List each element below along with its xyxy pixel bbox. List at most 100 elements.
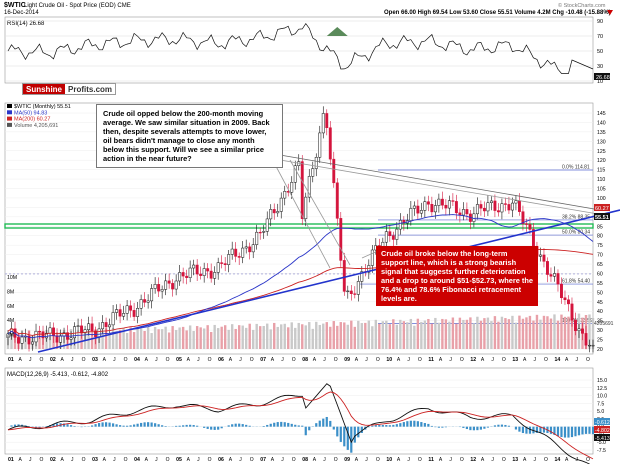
candle-body: [440, 198, 444, 206]
macd-hist-bar: [10, 425, 13, 427]
macd-hist-bar: [308, 426, 311, 431]
macd-hist-bar: [234, 423, 237, 427]
volume-bar: [556, 320, 560, 349]
month-label: O: [40, 357, 44, 363]
month-label: O: [124, 357, 128, 363]
volume-bar: [146, 326, 150, 349]
month-label: A: [439, 457, 443, 463]
volume-bar: [164, 326, 167, 349]
volume-tick-label: 8M: [7, 289, 14, 295]
volume-bar: [416, 318, 420, 349]
volume-bar: [518, 315, 521, 349]
month-label: A: [103, 357, 107, 363]
candle-body: [230, 248, 234, 255]
month-label: A: [481, 357, 485, 363]
candle-body: [581, 328, 584, 334]
candle-body: [391, 235, 395, 240]
candle-body: [122, 313, 126, 317]
month-label: J: [533, 357, 536, 363]
month-label: J: [239, 457, 242, 463]
month-label: O: [376, 457, 380, 463]
candle-body: [493, 200, 497, 211]
ma200-badge-bg: [594, 204, 610, 211]
volume-bar: [423, 320, 427, 349]
candle-body: [160, 289, 164, 292]
volume-bar: [437, 322, 441, 349]
month-label: O: [250, 457, 254, 463]
symbol-title: $WTIC: [4, 2, 26, 9]
volume-bar: [287, 327, 290, 349]
volume-bar: [252, 329, 255, 349]
volume-bar: [465, 319, 469, 349]
volume-bar: [553, 314, 556, 349]
year-label: 13: [512, 357, 518, 363]
year-label: 06: [218, 357, 224, 363]
volume-bar: [458, 317, 462, 349]
volume-bar: [192, 330, 195, 349]
macd-hist-bar: [304, 426, 307, 436]
macd-hist-bar: [245, 424, 248, 427]
volume-bar: [392, 319, 395, 349]
price-tick-label: 65: [597, 262, 603, 268]
candle-body: [360, 271, 364, 282]
candle-body: [251, 244, 255, 253]
volume-bar: [24, 336, 27, 349]
year-label: 02: [50, 357, 56, 363]
volume-bar: [374, 319, 378, 349]
volume-bar: [178, 327, 181, 349]
volume-bar: [111, 328, 115, 349]
macd-hist-bar: [392, 424, 395, 427]
macd-hist-bar: [343, 426, 346, 447]
month-label: J: [29, 357, 32, 363]
candle-body: [574, 319, 577, 331]
volume-bar: [80, 329, 83, 349]
close-badge-bg: [594, 213, 610, 220]
macd-hist-bar: [13, 424, 17, 427]
macd-hist-bar: [486, 426, 490, 428]
macd-hist-bar: [241, 424, 244, 427]
macd-hist-bar: [493, 425, 497, 427]
month-label: A: [397, 457, 401, 463]
volume-bar: [248, 323, 251, 349]
candle-body: [514, 200, 518, 204]
candle-body: [353, 293, 357, 295]
candle-body: [199, 273, 203, 276]
candle-body: [318, 132, 322, 158]
month-label: A: [397, 357, 401, 363]
candle-body: [433, 205, 437, 213]
resistance-line: [279, 154, 601, 211]
volume-tick-label: 10M: [7, 275, 17, 281]
annotation-bottom: Crude oil broke below the long-term supp…: [376, 246, 538, 306]
macd-hist-bar: [210, 426, 213, 430]
candle-body: [234, 248, 238, 257]
macd-hist-bar: [357, 426, 360, 438]
candle-body: [115, 309, 119, 313]
month-label: J: [491, 357, 494, 363]
macd-hist-bar: [269, 423, 272, 427]
volume-bar: [174, 330, 178, 349]
candle-body: [101, 322, 105, 330]
volume-bar: [308, 322, 311, 349]
candle-body: [17, 337, 20, 344]
macd-hist-bar: [406, 421, 409, 427]
macd-hist-bar: [115, 424, 118, 427]
volume-tick-label: 4M: [7, 318, 14, 324]
volume-bar: [209, 331, 213, 349]
month-label: O: [418, 357, 422, 363]
volume-bar: [76, 330, 80, 349]
resistance-line-2: [279, 159, 599, 215]
month-label: A: [229, 357, 233, 363]
month-label: J: [407, 457, 410, 463]
month-label: J: [449, 357, 452, 363]
candle-body: [90, 323, 94, 332]
volume-bar: [10, 331, 13, 349]
macd-hist-bar: [108, 422, 111, 427]
macd-hist-bar: [420, 422, 423, 427]
volume-bar: [104, 328, 108, 349]
year-label: 12: [470, 457, 476, 463]
macd-hist-bar: [55, 423, 59, 427]
month-label: J: [197, 457, 200, 463]
candle-body: [272, 209, 276, 214]
candle-body: [482, 207, 486, 212]
candle-body: [83, 329, 87, 334]
